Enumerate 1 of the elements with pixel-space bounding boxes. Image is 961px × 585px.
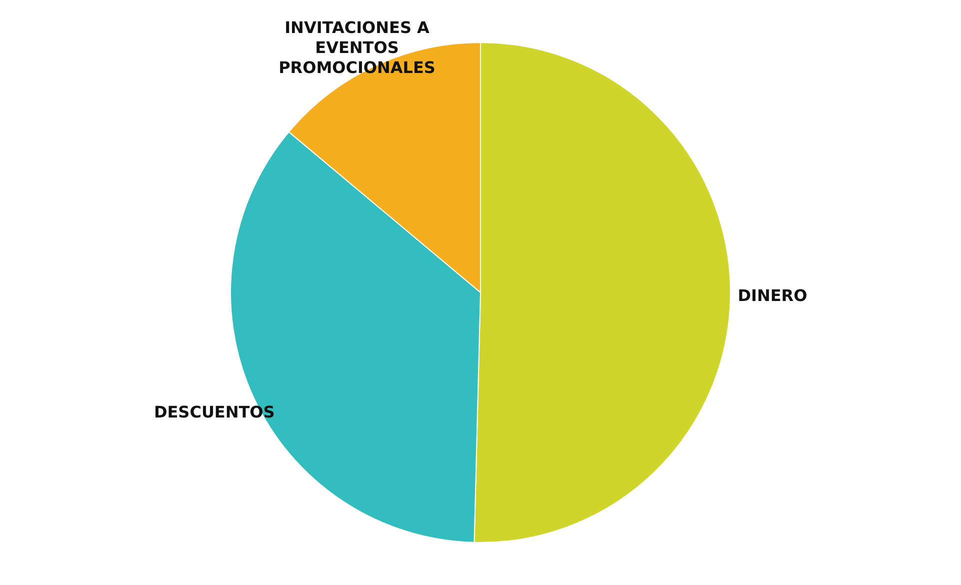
slice-label: DINERO [738,286,808,306]
